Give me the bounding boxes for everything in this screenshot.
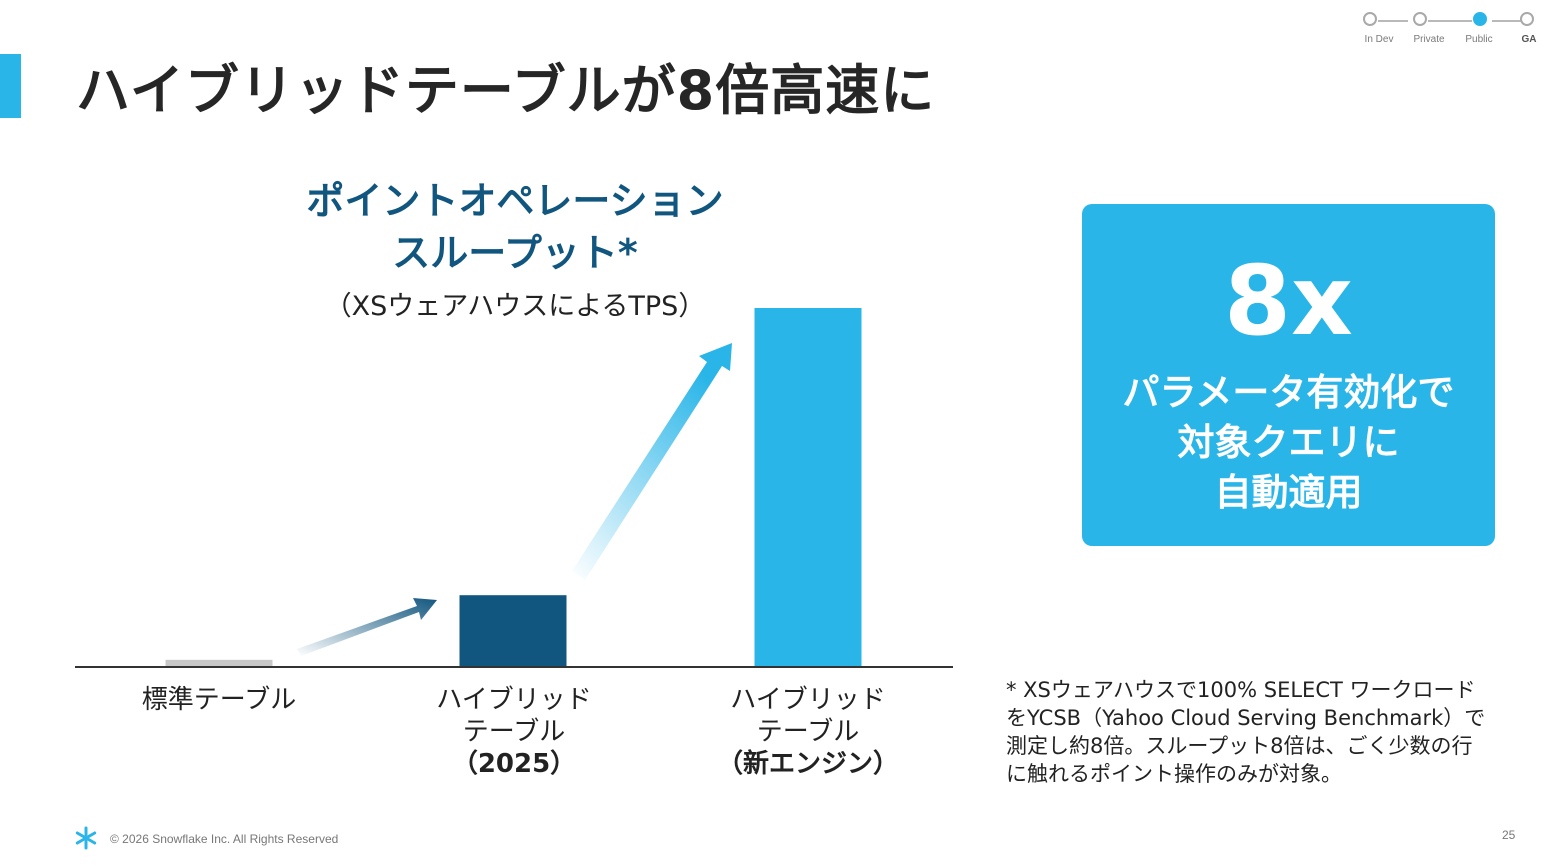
stage-connector: [1492, 20, 1522, 22]
x-label-line: テーブル: [462, 717, 566, 747]
x-label-line: 標準テーブル: [141, 685, 297, 715]
callout-line: 対象クエリに: [1177, 421, 1400, 464]
callout-line: 自動適用: [1214, 471, 1363, 514]
chart-subtitle: （XSウェアハウスによるTPS）: [324, 291, 706, 322]
chart-title-line-2: スループット*: [392, 231, 638, 275]
page-number: 25: [1502, 828, 1516, 842]
stage-connector: [1378, 20, 1408, 22]
x-label-hybrid-new-engine: ハイブリッド テーブル （新エンジン）: [678, 684, 938, 780]
callout-line: パラメータ有効化で: [1122, 371, 1455, 414]
growth-arrow-small: [297, 598, 437, 656]
release-stage-indicator: In Dev Private Public GA: [1356, 8, 1546, 48]
stage-label-private: Private: [1413, 34, 1445, 45]
footnote-line: * XSウェアハウスで100% SELECT ワークロード: [1006, 678, 1476, 702]
footnote: * XSウェアハウスで100% SELECT ワークロード をYCSB（Yaho…: [1006, 676, 1526, 788]
x-label-line: （新エンジン）: [716, 749, 899, 779]
copyright-text: © 2026 Snowflake Inc. All Rights Reserve…: [110, 832, 339, 846]
x-label-line: ハイブリッド: [436, 685, 592, 715]
footnote-line: 測定し約8倍。スループット8倍は、ごく少数の行: [1006, 734, 1473, 758]
stage-label-ga: GA: [1521, 34, 1537, 45]
stage-connector: [1428, 20, 1472, 22]
page-title: ハイブリッドテーブルが8倍高速に: [76, 59, 936, 122]
x-label-standard-table: 標準テーブル: [89, 684, 349, 716]
snowflake-logo-icon: [75, 826, 97, 850]
growth-arrow-large: [572, 343, 732, 580]
x-label-line: （2025）: [451, 749, 577, 779]
stage-dot-ga: [1520, 12, 1534, 26]
stage-dot-private: [1413, 12, 1427, 26]
stage-dot-in-dev: [1363, 12, 1377, 26]
bar-3: [754, 308, 862, 667]
callout-multiplier: 8x: [1224, 245, 1353, 357]
stage-label-in-dev: In Dev: [1364, 34, 1394, 45]
chart-title-line-1: ポイントオペレーション: [306, 179, 724, 223]
stage-label-public: Public: [1465, 34, 1493, 45]
x-label-line: テーブル: [756, 717, 860, 747]
bar-1: [165, 659, 273, 667]
stage-dot-public: [1473, 12, 1487, 26]
x-label-line: ハイブリッド: [730, 685, 886, 715]
bar-2: [459, 595, 567, 667]
bar-chart: [75, 308, 953, 668]
speedup-callout: 8x パラメータ有効化で 対象クエリに 自動適用: [1082, 204, 1495, 546]
accent-bar: [0, 54, 21, 118]
callout-text: パラメータ有効化で 対象クエリに 自動適用: [1082, 368, 1495, 518]
x-label-hybrid-2025: ハイブリッド テーブル （2025）: [384, 684, 644, 780]
footnote-line: に触れるポイント操作のみが対象。: [1006, 762, 1342, 786]
footnote-line: をYCSB（Yahoo Cloud Serving Benchmark）で: [1006, 706, 1486, 730]
